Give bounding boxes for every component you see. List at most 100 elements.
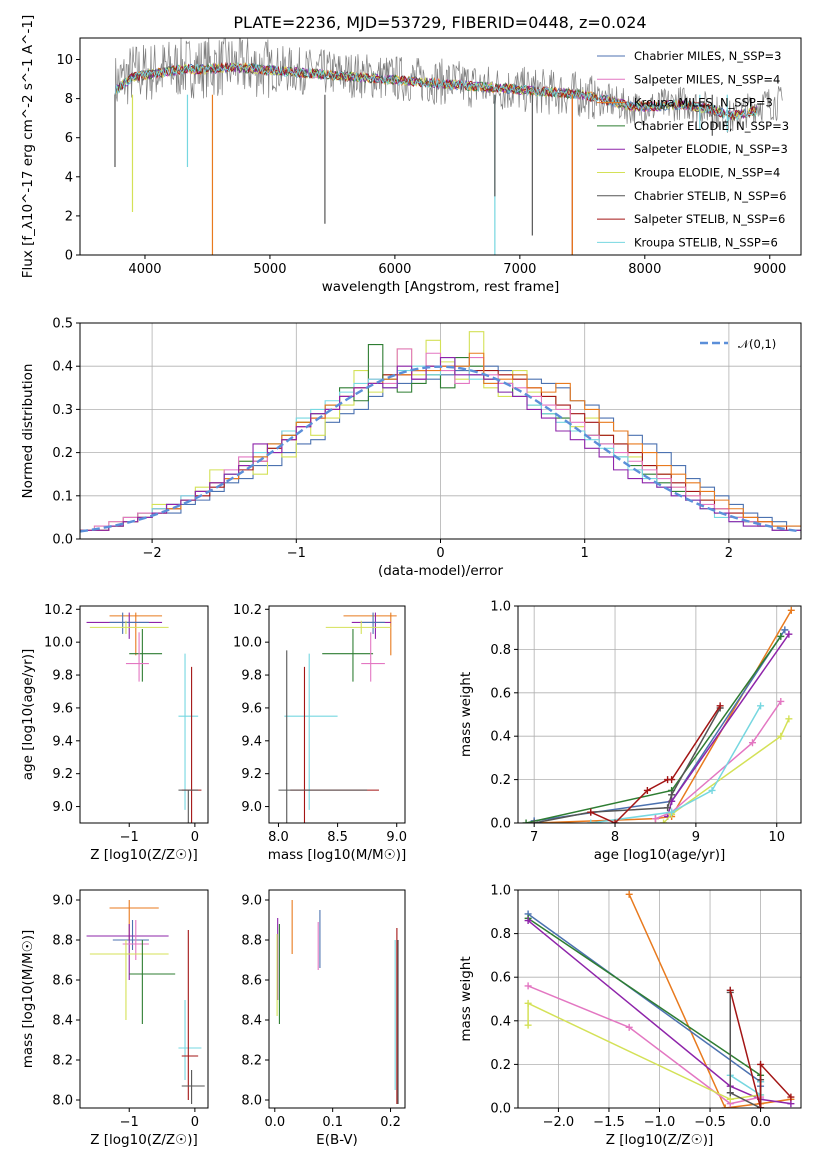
- y-tick-label: 1.0: [490, 600, 511, 615]
- y-tick-label: 0.5: [52, 317, 73, 332]
- point-marker: [785, 715, 793, 723]
- x-axis-label: mass [log10(M/M☉)]: [268, 847, 407, 863]
- y-tick-label: 9.4: [52, 734, 73, 749]
- massweight-line: [729, 990, 792, 1108]
- y-tick-label: 0.0: [490, 817, 511, 832]
- y-tick-label: 9.8: [241, 669, 262, 684]
- point-marker: [643, 786, 651, 794]
- x-axis-label: Z [log10(Z/Z☉)]: [90, 1132, 198, 1148]
- plot-area: [86, 900, 205, 1104]
- y-axis-label: age [log10(age/yr)]: [20, 649, 36, 781]
- y-tick-label: 9.0: [241, 894, 262, 909]
- x-axis-label: wavelength [Angstrom, rest frame]: [322, 279, 560, 295]
- y-tick-label: 0.2: [490, 1058, 511, 1073]
- axes-frame: [517, 889, 802, 1109]
- y-tick-label: 8.8: [241, 934, 262, 949]
- x-tick-label: 0: [436, 546, 444, 561]
- massweight-vs-age-panel: 7 8 9 10 0.0 0.2 0.4 0.6 0.8 1.0 age [log10(age/yr…: [458, 600, 802, 863]
- y-tick-label: 0.2: [490, 773, 511, 788]
- x-axis-label: Z [log10(Z/Z☉)]: [90, 847, 198, 863]
- y-tick-label: 0.4: [490, 730, 511, 745]
- point-marker: [726, 1089, 734, 1097]
- y-tick-label: 0.4: [52, 360, 73, 375]
- point-marker: [726, 986, 734, 994]
- plot-area: [86, 612, 202, 823]
- y-tick-label: 2: [65, 209, 73, 224]
- x-axis-label: Z [log10(Z/Z☉)]: [606, 1132, 714, 1148]
- legend-label: Kroupa STELIB, N_SSP=6: [634, 235, 778, 249]
- axes-frame: [268, 605, 406, 824]
- point-marker: [611, 819, 619, 823]
- massweight-vs-metallicity-panel: −2.0 −1.5 −1.0 −0.5 0.0 0.0 0.2 0.4 0.6 0.8 1.0 Z […: [458, 884, 802, 1148]
- plot-area: [276, 900, 399, 1104]
- point-marker: [524, 917, 532, 925]
- point-marker: [530, 819, 538, 823]
- massweight-line: [666, 633, 790, 817]
- point-marker: [787, 606, 795, 614]
- x-axis-label: E(B-V): [316, 1132, 358, 1148]
- figure-title: PLATE=2236, MJD=53729, FIBERID=0448, z=0…: [233, 13, 646, 32]
- legend-label: Kroupa MILES, N_SSP=3: [634, 96, 773, 110]
- point-marker: [651, 815, 659, 823]
- y-tick-label: 8.6: [241, 974, 262, 989]
- massweight-line: [534, 707, 721, 823]
- point-marker: [660, 819, 668, 823]
- y-tick-label: 8.0: [241, 1094, 262, 1109]
- x-tick-label: 8.0: [268, 830, 289, 845]
- x-tick-label: 9000: [753, 262, 786, 277]
- point-marker: [757, 1104, 765, 1108]
- x-tick-label: 7000: [503, 262, 536, 277]
- spectrum-panel: 4000 5000 6000 7000 8000 9000 0 2 4 6 8 10 wavelengt…: [20, 15, 802, 295]
- point-marker: [524, 1021, 532, 1029]
- legend-label: Kroupa ELODIE, N_SSP=4: [634, 166, 780, 180]
- y-tick-label: 0.6: [490, 971, 511, 986]
- x-tick-label: 8: [611, 830, 619, 845]
- point-marker: [524, 999, 532, 1007]
- y-tick-label: 8.4: [241, 1014, 262, 1029]
- y-tick-label: 10.2: [233, 603, 262, 618]
- x-tick-label: 0.1: [322, 1115, 343, 1130]
- y-axis-label: Flux [f_λ10^-17 erg cm^-2 s^-1 A^-1]: [20, 15, 36, 278]
- y-tick-label: 4: [65, 170, 73, 185]
- x-tick-label: 8000: [628, 262, 661, 277]
- legend-label: Chabrier MILES, N_SSP=3: [634, 49, 781, 63]
- point-marker: [668, 776, 676, 784]
- y-tick-label: 9.6: [241, 701, 262, 716]
- y-tick-label: 9.0: [241, 800, 262, 815]
- data-spectrum-line: [114, 38, 783, 133]
- plot-area: [278, 612, 397, 823]
- x-tick-label: −1.5: [593, 1115, 625, 1130]
- mass-vs-ebv-panel: 0.0 0.1 0.2 8.0 8.2 8.4 8.6 8.8 9.0 E(B-V): [241, 889, 406, 1148]
- y-tick-label: 8.4: [52, 1014, 73, 1029]
- y-tick-label: 9.2: [52, 767, 73, 782]
- massweight-line: [590, 705, 721, 823]
- legend: Chabrier MILES, N_SSP=3 Salpeter MILES, N…: [597, 49, 789, 249]
- point-marker: [522, 819, 530, 823]
- point-marker: [748, 739, 756, 747]
- legend-label: Chabrier STELIB, N_SSP=6: [634, 189, 786, 203]
- x-tick-label: 2: [725, 546, 733, 561]
- y-tick-label: 8.0: [52, 1094, 73, 1109]
- legend: 𝒩(0,1): [700, 337, 776, 351]
- x-tick-label: 1: [581, 546, 589, 561]
- y-tick-label: 8.2: [52, 1054, 73, 1069]
- x-tick-label: 0.0: [264, 1115, 285, 1130]
- point-marker: [785, 630, 793, 638]
- y-tick-label: 8.8: [52, 934, 73, 949]
- massweight-line: [534, 609, 792, 823]
- x-tick-label: 10: [768, 830, 785, 845]
- y-tick-label: 10.0: [233, 636, 262, 651]
- x-tick-label: −1: [287, 546, 306, 561]
- point-marker: [781, 626, 789, 634]
- x-tick-label: 0.2: [380, 1115, 401, 1130]
- x-tick-label: 9.0: [386, 830, 407, 845]
- y-axis-label: Normed distribution: [20, 364, 36, 499]
- legend-label: Salpeter STELIB, N_SSP=6: [634, 212, 785, 226]
- y-axis-label: mass weight: [458, 956, 474, 1041]
- y-tick-label: 9.0: [52, 894, 73, 909]
- plot-area: [80, 331, 801, 533]
- legend-label: 𝒩(0,1): [738, 337, 776, 351]
- x-tick-label: −2.0: [543, 1115, 575, 1130]
- point-marker: [777, 632, 785, 640]
- y-tick-label: 1.0: [490, 884, 511, 899]
